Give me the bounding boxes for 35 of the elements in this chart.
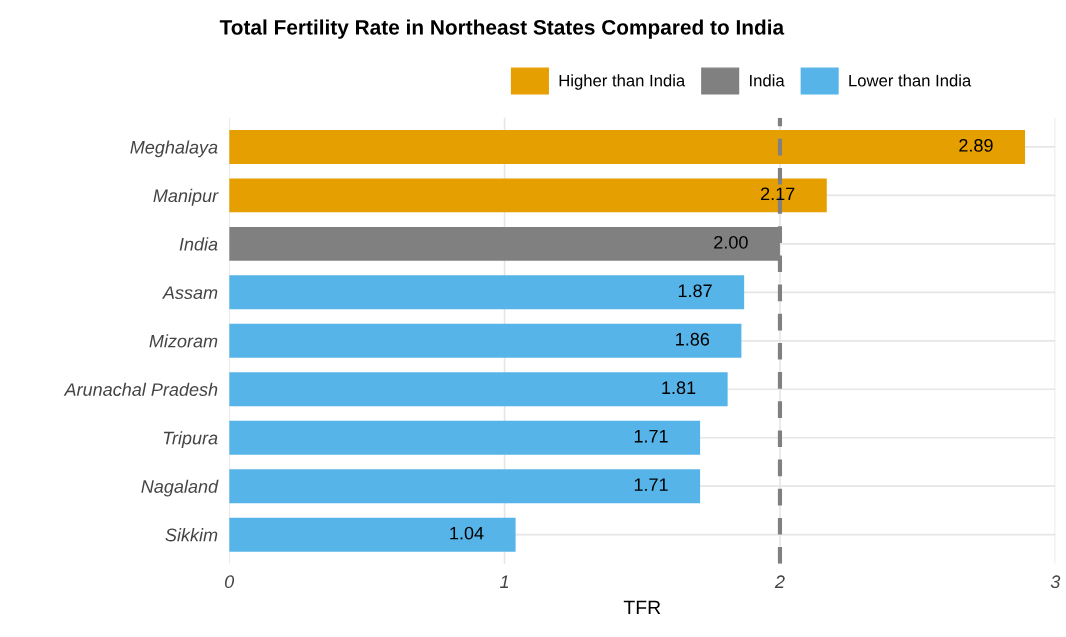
y-tick-label: Meghalaya: [130, 140, 218, 158]
data-label: 2.89: [959, 138, 993, 152]
x-tick-label: 2: [774, 575, 785, 588]
legend-label: Lower than India: [849, 74, 972, 87]
x-tick-label: 0: [224, 575, 235, 589]
data-label: 1.04: [450, 526, 484, 540]
y-tick-label: Tripura: [163, 431, 218, 449]
y-tick-label: Arunachal Pradesh: [63, 382, 218, 396]
data-label: 2.00: [714, 235, 748, 249]
y-tick-label: Sikkim: [165, 528, 218, 542]
data-label: 1.87: [678, 284, 712, 298]
y-tick-label: Mizoram: [149, 334, 218, 348]
data-label: 1.86: [676, 332, 710, 346]
legend-label: Higher than India: [559, 74, 686, 90]
bar: [229, 178, 827, 213]
y-tick-label: India: [179, 237, 218, 251]
bar: [229, 517, 516, 552]
data-label: 1.71: [634, 429, 668, 443]
y-tick-label: Assam: [162, 286, 218, 300]
bar: [229, 372, 728, 407]
x-tick-label: 3: [1050, 575, 1061, 589]
legend-label: India: [750, 74, 785, 87]
data-label: 1.81: [662, 381, 696, 395]
bar: [229, 129, 1026, 164]
data-label: 1.71: [634, 478, 668, 491]
bar: [229, 275, 745, 310]
chart-title: Total Fertility Rate in Northeast States Compared to India: [219, 19, 785, 39]
y-tick-label: Nagaland: [141, 479, 219, 497]
y-tick-label: Manipur: [153, 188, 219, 206]
x-tick-label: 1: [500, 575, 509, 588]
data-label: 2.17: [761, 187, 795, 201]
bar: [229, 420, 701, 455]
bar: [229, 323, 742, 358]
bar: [229, 469, 701, 504]
x-axis-title: TFR: [623, 600, 661, 615]
